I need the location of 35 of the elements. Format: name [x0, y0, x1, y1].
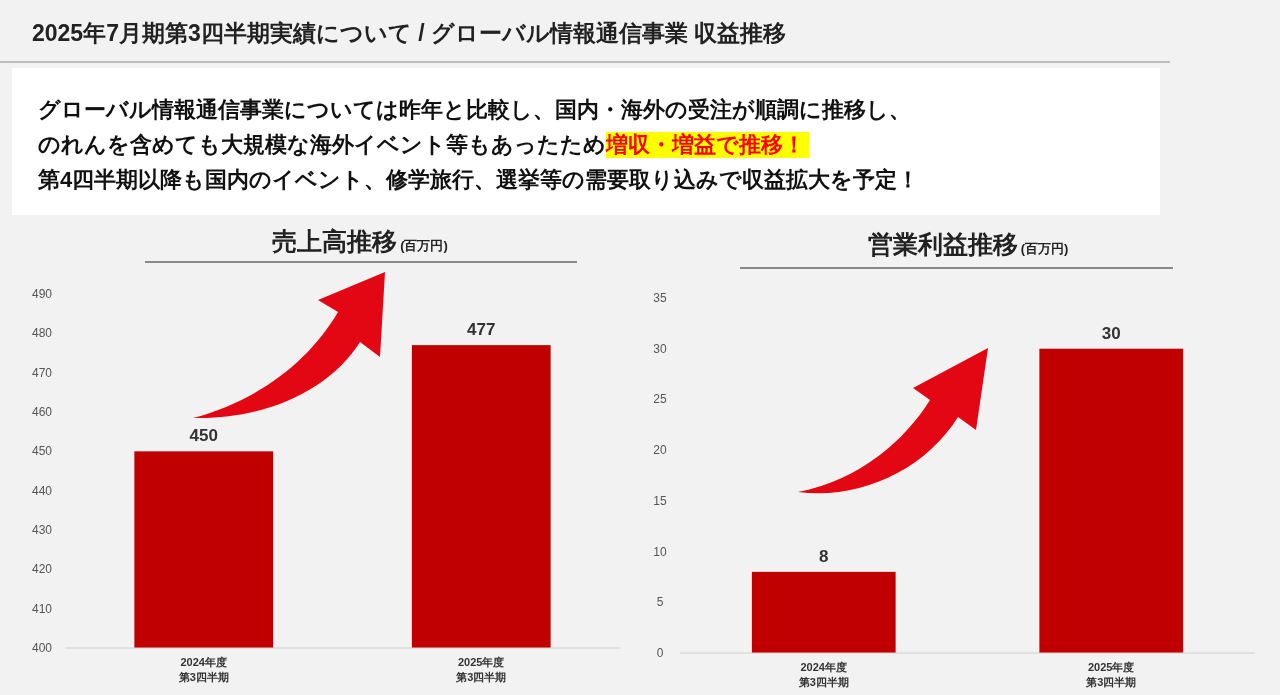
y-tick-label: 440 — [31, 483, 53, 498]
x-tick-label: 2025年度第3四半期 — [1085, 661, 1137, 688]
chart-subtitle: (百万円) — [400, 238, 448, 253]
y-tick-label: 400 — [31, 641, 53, 655]
y-tick-label: 35 — [653, 291, 667, 305]
x-tick-label: 2024年度第3四半期 — [177, 656, 229, 683]
chart-title: 営業利益推移 — [867, 230, 1018, 258]
x-tick-label: 2024年度第3四半期 — [797, 661, 849, 688]
data-label: 450 — [189, 426, 218, 446]
text: 第4四半期以降も国内のイベント、修学旅行、選挙等の需要取り込みで収益拡大を予定！ — [37, 167, 920, 192]
data-label: 8 — [819, 546, 829, 566]
y-tick-label: 410 — [31, 601, 53, 616]
y-tick-label: 10 — [653, 544, 667, 559]
y-tick-label: 460 — [31, 405, 53, 419]
text: グローバル情報通信事業については昨年と比較し、国内・海外の受注が順調に推移し、 — [38, 97, 911, 122]
data-label: 477 — [467, 320, 496, 340]
y-tick-label: 480 — [31, 326, 53, 341]
text: のれんを含めても大規模な海外イベント等もあったため — [38, 132, 606, 157]
y-tick-label: 20 — [653, 443, 667, 458]
y-tick-label: 25 — [653, 392, 667, 407]
text: 増収・増益で推移！ — [605, 132, 805, 157]
y-tick-label: 490 — [31, 287, 53, 301]
y-tick-label: 430 — [31, 523, 53, 537]
y-tick-label: 0 — [656, 646, 664, 660]
y-tick-label: 420 — [31, 562, 53, 577]
y-tick-label: 5 — [656, 595, 664, 610]
chart-title: 売上高推移 — [272, 227, 398, 255]
y-tick-label: 450 — [31, 444, 53, 459]
y-tick-label: 30 — [653, 341, 667, 356]
y-tick-label: 470 — [31, 365, 53, 380]
data-label: 30 — [1101, 323, 1121, 343]
x-tick-label: 2025年度第3四半期 — [455, 656, 507, 683]
chart-subtitle: (百万円) — [1020, 241, 1069, 256]
y-tick-label: 15 — [653, 493, 667, 508]
text: 2025年7月期第3四半期実績について / グローバル情報通信事業 収益推移 — [32, 20, 787, 46]
